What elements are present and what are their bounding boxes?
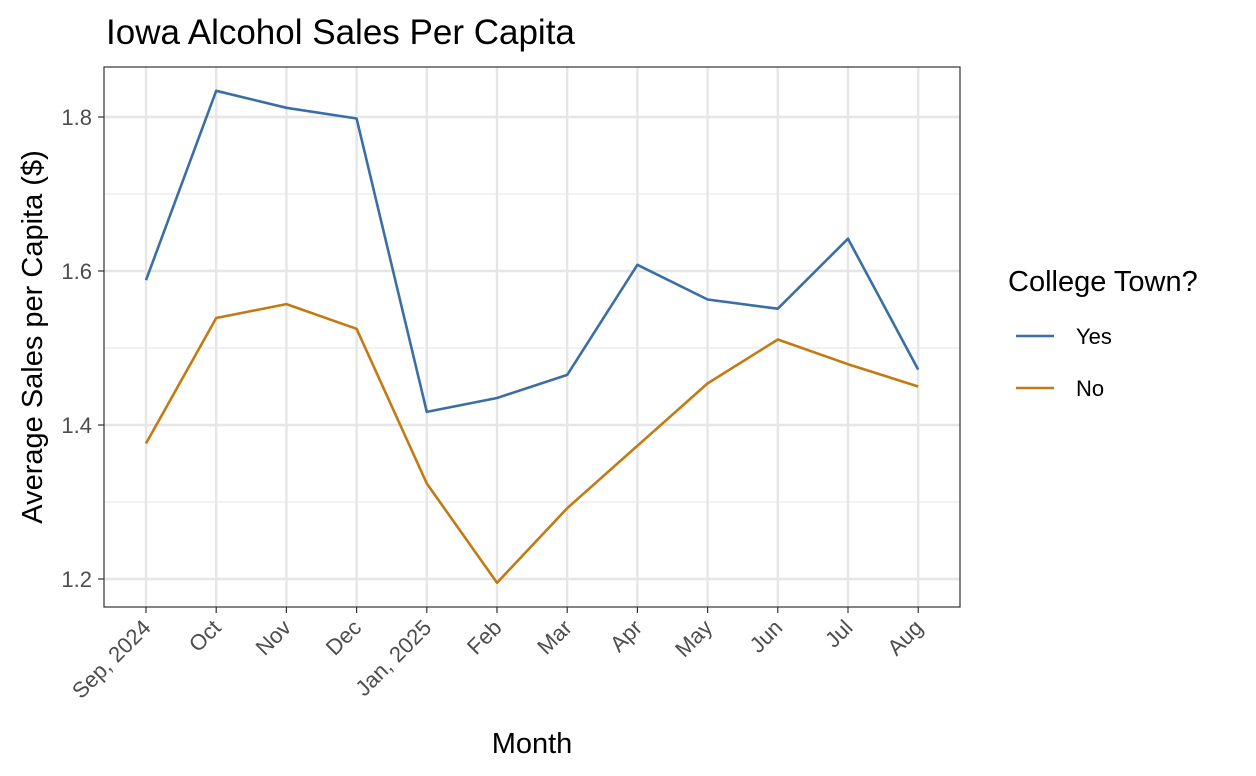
x-tick-label: Dec	[321, 615, 366, 660]
x-tick-label: Oct	[184, 615, 226, 657]
y-tick-label: 1.4	[61, 413, 92, 438]
x-tick-label: Sep, 2024	[67, 615, 156, 704]
legend-title: College Town?	[1008, 266, 1198, 298]
series-line-yes	[144, 89, 920, 414]
x-tick-label: Apr	[605, 615, 647, 657]
x-axis-title: Month	[492, 728, 573, 760]
y-tick-label: 1.2	[61, 567, 92, 592]
y-axis-title: Average Sales per Capita ($)	[17, 150, 49, 523]
series-lines	[144, 89, 920, 585]
legend: College Town? Yes No	[1008, 266, 1198, 401]
series-line-no	[144, 302, 919, 585]
y-tick-label: 1.8	[61, 105, 92, 130]
x-tick-label: Feb	[462, 615, 506, 659]
chart-title: Iowa Alcohol Sales Per Capita	[106, 13, 575, 52]
x-tick-label: Nov	[251, 615, 296, 660]
grid	[104, 67, 960, 607]
x-tick-label: Aug	[882, 615, 927, 660]
x-tick-label: Jan, 2025	[350, 615, 436, 701]
legend-label-no: No	[1076, 376, 1104, 401]
y-tick-label: 1.6	[61, 259, 92, 284]
plot-panel-border	[103, 66, 961, 608]
legend-label-yes: Yes	[1076, 324, 1112, 349]
x-tick-label: May	[670, 615, 717, 662]
x-tick-label: Mar	[532, 615, 576, 659]
x-tick-label: Jul	[820, 615, 858, 653]
x-tick-label: Jun	[745, 615, 788, 658]
